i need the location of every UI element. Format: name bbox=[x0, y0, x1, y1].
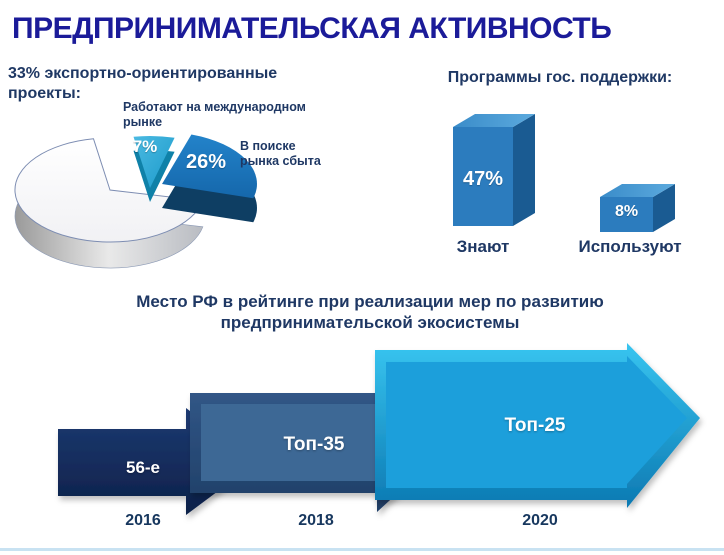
pie-callout-international: Работают на международном рынке bbox=[123, 100, 306, 129]
arrow-2020 bbox=[375, 343, 700, 508]
pie-chart bbox=[14, 134, 257, 269]
bar-chart bbox=[453, 114, 675, 232]
pie-slice-26 bbox=[162, 134, 257, 199]
arrow-2016-label: 56-е bbox=[125, 458, 161, 477]
pie-slice-7 bbox=[133, 136, 175, 188]
pie-main-slice bbox=[14, 138, 204, 243]
bar-know-label: Знают bbox=[456, 237, 510, 256]
arrow-2018-label: Топ-35 bbox=[283, 434, 345, 455]
bar-use-label: Используют bbox=[578, 237, 682, 256]
support-section-heading: Программы гос. поддержки: bbox=[447, 69, 673, 86]
arrow-2020-label: Топ-25 bbox=[504, 415, 566, 436]
export-section-heading: 33% экспортно-ориентированные проекты: bbox=[8, 65, 278, 102]
bar-use-value: 8% bbox=[614, 203, 639, 220]
rating-section-heading: Место РФ в рейтинге при реализации мер п… bbox=[136, 292, 604, 332]
bar-know bbox=[453, 114, 535, 226]
pie-value-7: 7% bbox=[132, 137, 158, 156]
year-2018: 2018 bbox=[298, 512, 334, 529]
year-2016: 2016 bbox=[125, 512, 161, 529]
pie-value-26: 26% bbox=[185, 151, 227, 173]
pie-callout-seeking: В поиске рынка сбыта bbox=[240, 139, 321, 168]
bar-know-value: 47% bbox=[462, 168, 504, 190]
bottom-divider bbox=[0, 548, 724, 551]
arrows-diagram bbox=[58, 343, 700, 515]
bar-use bbox=[600, 184, 675, 232]
year-2020: 2020 bbox=[522, 512, 558, 529]
page-title: ПРЕДПРИНИМАТЕЛЬСКАЯ АКТИВНОСТЬ bbox=[12, 12, 612, 45]
